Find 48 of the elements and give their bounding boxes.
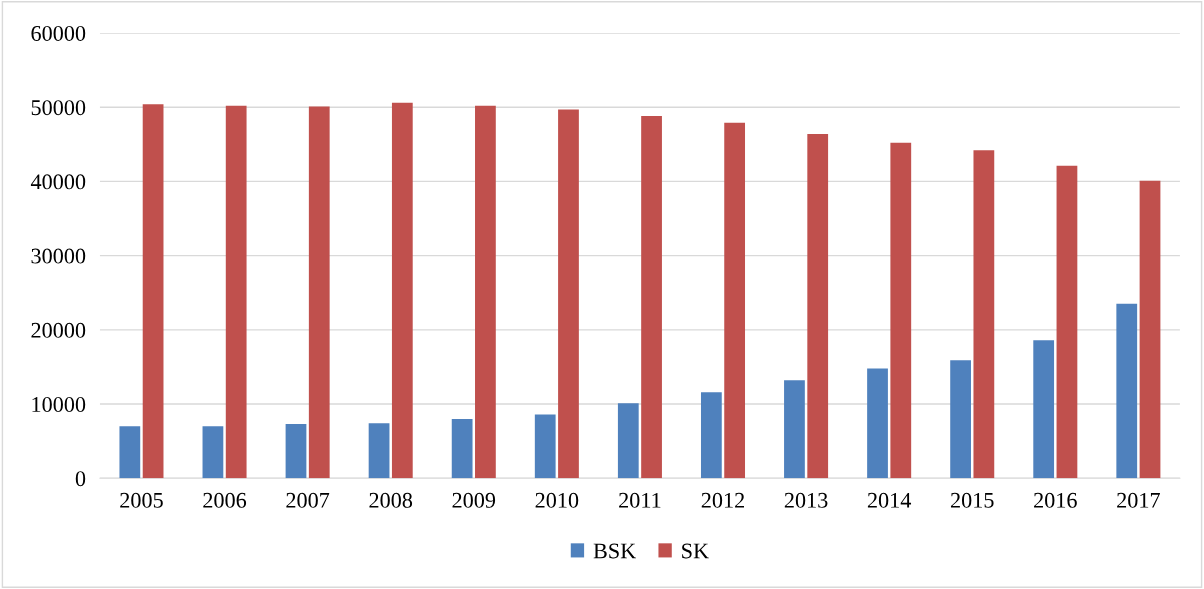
- bar: [475, 105, 496, 479]
- x-tick-label: 2012: [701, 492, 744, 508]
- bar: [1116, 303, 1138, 479]
- x-tick-label: 2007: [286, 492, 330, 508]
- bar: [285, 424, 307, 479]
- x-tick-label: 2010: [535, 492, 579, 508]
- x-tick-label: 2011: [619, 492, 661, 508]
- bar: [1139, 180, 1161, 479]
- bar: [558, 109, 579, 479]
- bar: [1056, 165, 1078, 479]
- bar: [202, 426, 224, 479]
- x-tick-label: 2013: [784, 492, 828, 508]
- x-tick-label: 2009: [452, 492, 496, 508]
- bar: [368, 423, 390, 479]
- bar: [890, 142, 912, 479]
- bar: [867, 368, 888, 479]
- x-tick-label: 2014: [867, 492, 912, 508]
- y-tick-label: 50000: [31, 100, 86, 116]
- legend-label: SK: [682, 543, 709, 559]
- y-tick-label: 30000: [31, 248, 86, 264]
- bar: [451, 418, 473, 479]
- bar: [142, 104, 164, 479]
- y-tick-label: 20000: [31, 322, 86, 338]
- bar: [807, 133, 829, 479]
- y-tick-label: 0: [75, 471, 86, 487]
- y-tick-label: 10000: [32, 396, 86, 412]
- x-tick-label: 2015: [950, 492, 994, 508]
- legend-label: BSK: [593, 543, 636, 559]
- x-tick-label: 2017: [1117, 492, 1160, 508]
- x-tick-label: 2016: [1034, 492, 1077, 508]
- bar: [391, 102, 413, 479]
- bar: [119, 426, 141, 479]
- bar: [724, 122, 746, 479]
- bar: [308, 106, 330, 479]
- bar: [784, 380, 805, 479]
- bar: [700, 392, 722, 479]
- x-tick-label: 2006: [203, 492, 247, 508]
- x-tick-label: 2005: [120, 492, 163, 508]
- x-tick-label: 2008: [369, 492, 413, 508]
- bar: [225, 105, 247, 479]
- bar: [617, 403, 639, 479]
- bar: [534, 414, 556, 479]
- bar: [973, 150, 995, 479]
- bar: [641, 116, 662, 479]
- y-tick-label: 40000: [30, 174, 86, 190]
- bar: [1033, 340, 1055, 479]
- bar: [950, 360, 971, 479]
- y-tick-label: 60000: [31, 25, 86, 41]
